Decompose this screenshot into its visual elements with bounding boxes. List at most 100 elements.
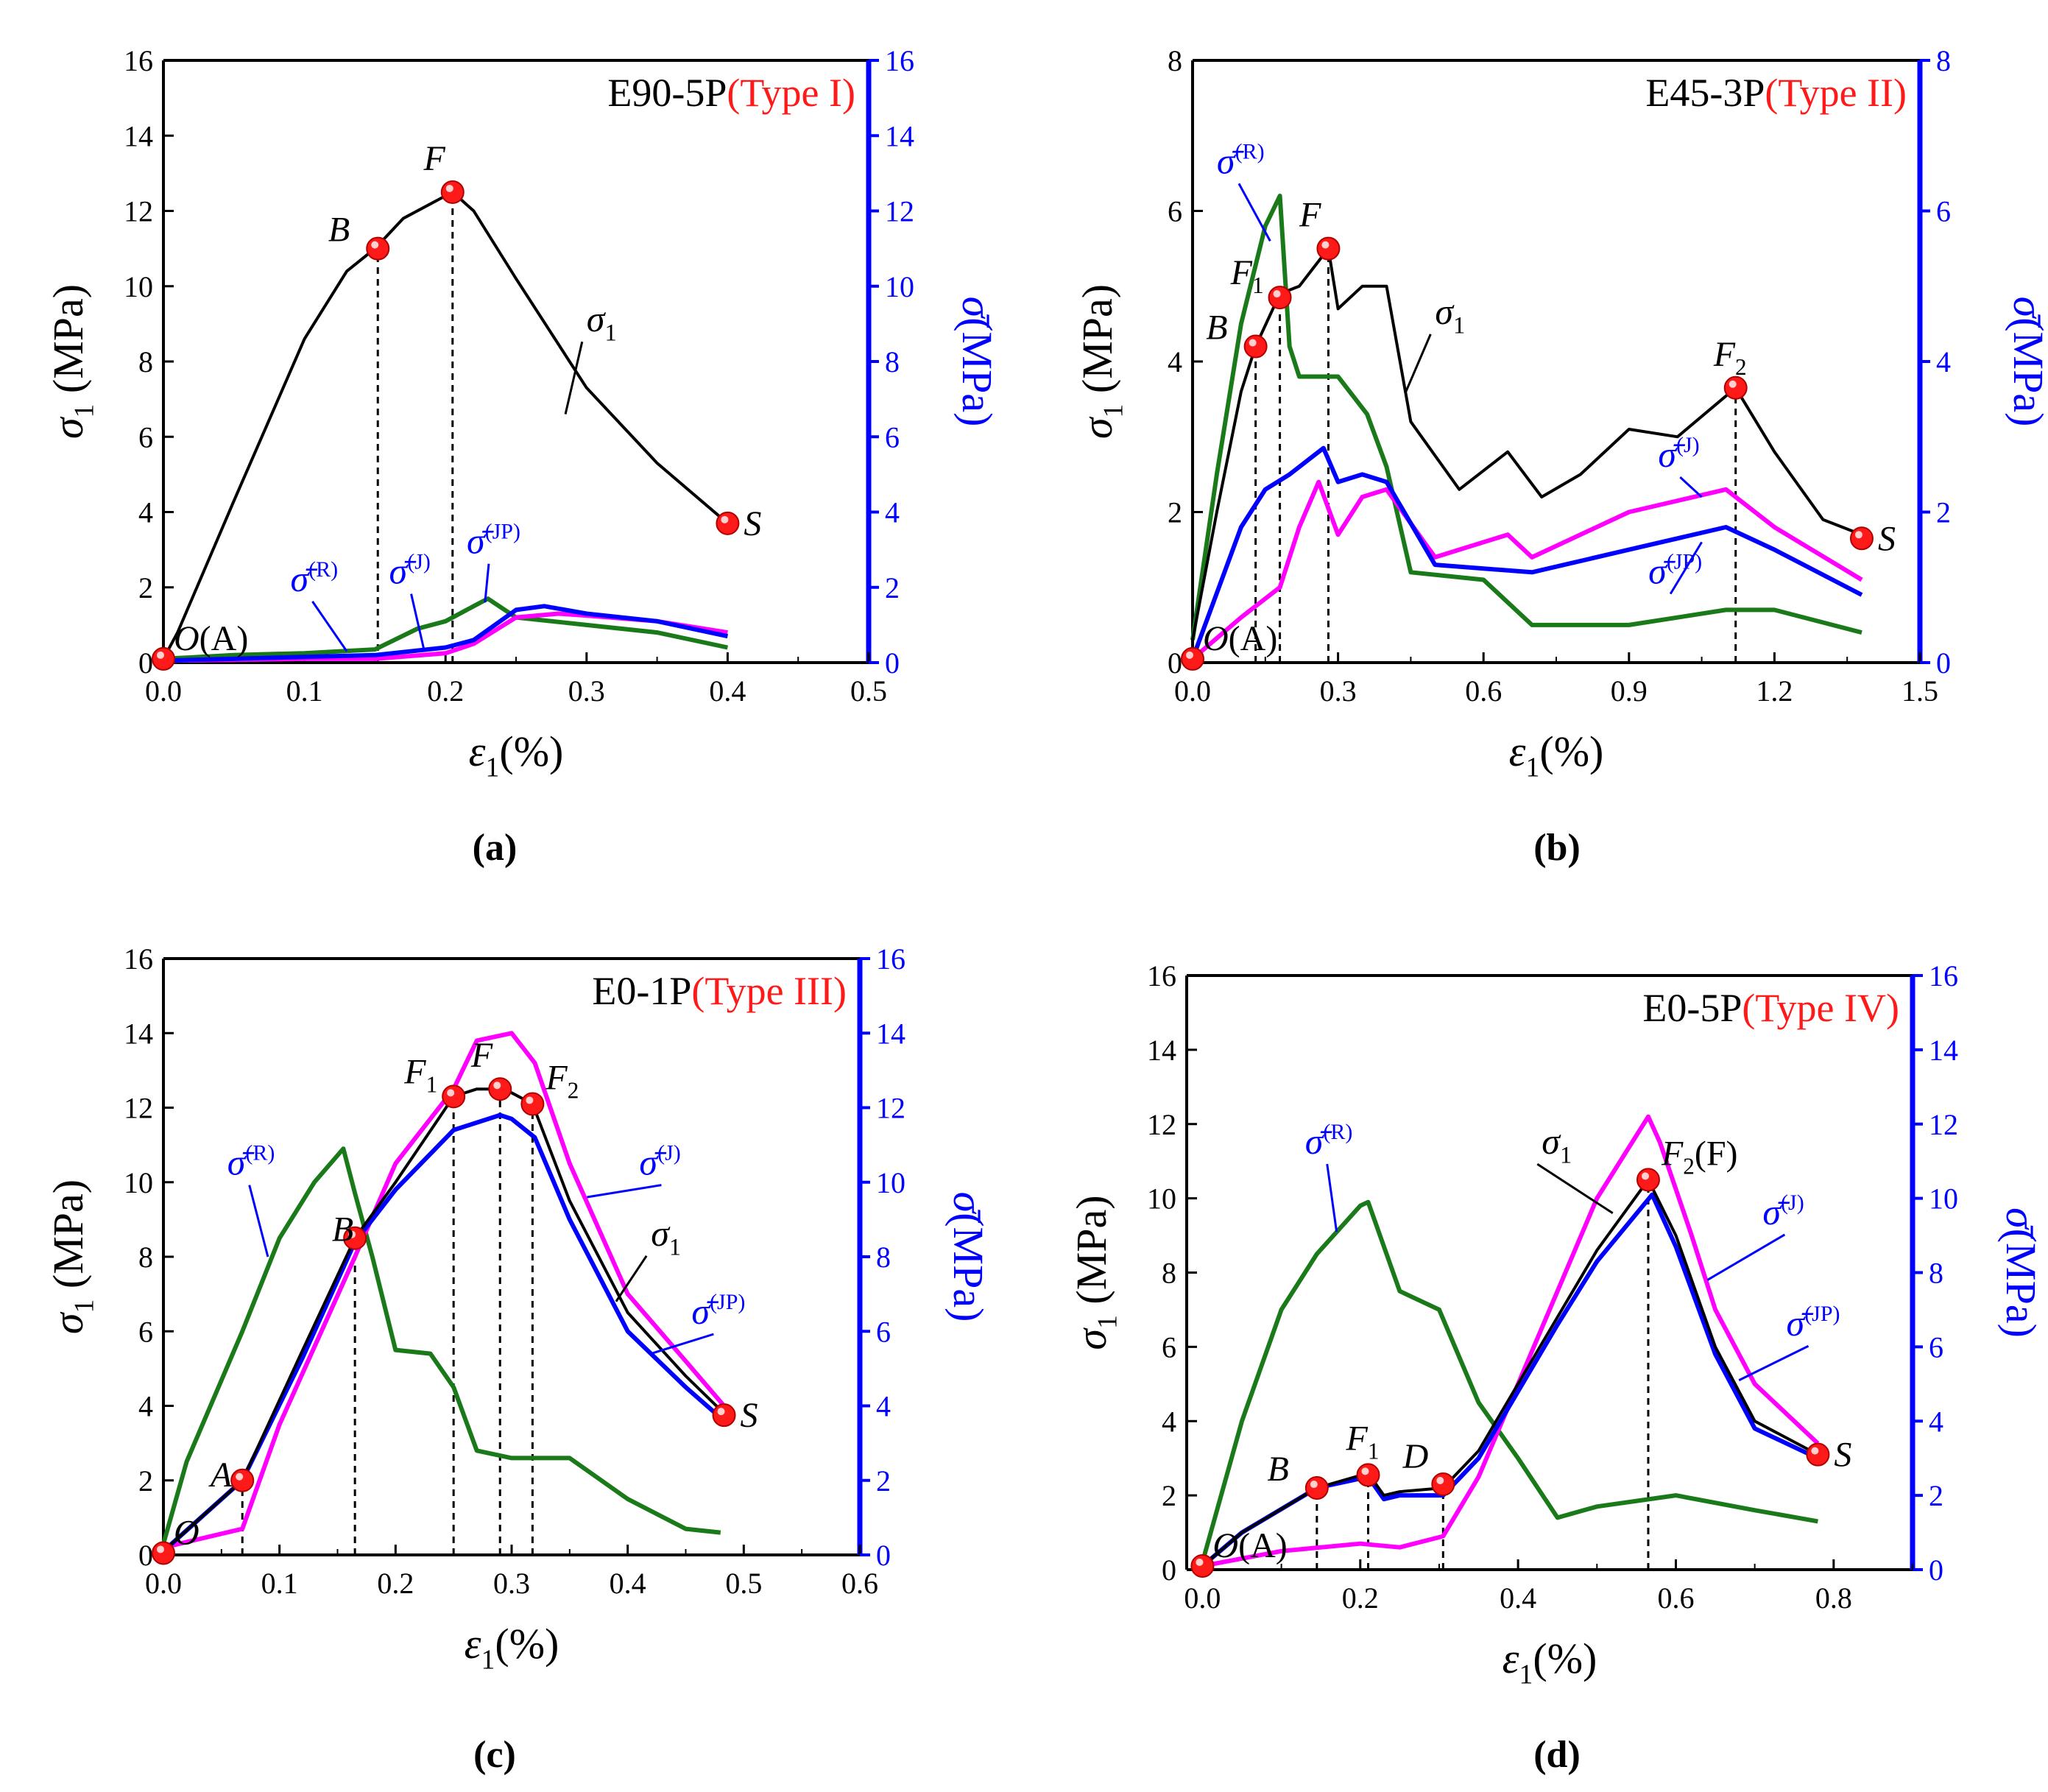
- point-label: O(A): [1203, 619, 1277, 658]
- point-label: F: [1299, 196, 1321, 235]
- point-highlight: [721, 515, 729, 523]
- y-tick-label-right: 6: [1929, 1330, 1943, 1364]
- y-tick-label-left: 4: [1168, 345, 1182, 378]
- point-highlight: [493, 1082, 501, 1090]
- y-tick-label-right: 16: [876, 942, 905, 976]
- point-label: F1: [403, 1052, 437, 1097]
- panel-title-main: E45-3P: [1645, 71, 1765, 115]
- point-marker: [1431, 1472, 1455, 1496]
- y-tick-label-right: 14: [876, 1017, 905, 1050]
- series-line-J: [1191, 479, 1863, 661]
- point-highlight: [1361, 1467, 1369, 1475]
- annotation-leader: [1669, 541, 1703, 595]
- point-label: F2: [545, 1058, 579, 1103]
- y-tick-label-right: 8: [1936, 44, 1951, 77]
- series-annotation: σ̄(J): [1762, 1190, 1804, 1232]
- point-marker: [230, 1468, 255, 1492]
- y-tick-label-right: 16: [885, 44, 914, 77]
- y-tick-label-left: 14: [124, 1017, 153, 1050]
- y-tick-label-left: 6: [1168, 195, 1182, 228]
- y-tick-label-left: 10: [1147, 1182, 1176, 1216]
- series-annotation: σ̄(JP): [467, 520, 520, 562]
- annotation-leader: [1536, 1163, 1614, 1215]
- panel-title-type: (Type IV): [1742, 986, 1899, 1030]
- annotation-leader: [1738, 1344, 1809, 1382]
- point-label: F1: [1230, 253, 1264, 298]
- y-tick-label-right: 10: [876, 1166, 905, 1199]
- panel-title-main: E90-5P: [607, 71, 727, 115]
- point-marker: [520, 1092, 545, 1116]
- annotation-leader: [1326, 1163, 1338, 1232]
- x-tick-label: 0.5: [850, 674, 887, 708]
- point-marker: [440, 180, 465, 204]
- point-highlight: [1196, 1558, 1204, 1566]
- point-label: B: [1206, 308, 1227, 348]
- x-tick-label: 0.3: [568, 674, 605, 708]
- point-label: A: [208, 1456, 233, 1495]
- y-tick-label-left: 10: [124, 270, 153, 303]
- annotation-leader: [1679, 476, 1703, 498]
- panel-caption: (a): [473, 827, 518, 869]
- y-tick-label-right: 6: [885, 420, 900, 454]
- y-tick-label-left: 8: [138, 345, 153, 378]
- y-tick-label-left: 12: [1147, 1108, 1176, 1141]
- series-line-J: [1201, 1114, 1820, 1568]
- x-tick-label: 0.5: [725, 1567, 762, 1600]
- y-axis-label-right: σ̄(MPa): [953, 297, 1001, 427]
- point-marker: [1181, 646, 1204, 671]
- y-tick-label-right: 0: [885, 646, 900, 680]
- point-marker: [1356, 1463, 1380, 1487]
- series-line-JP: [1201, 1192, 1819, 1568]
- y-tick-label-right: 2: [1929, 1479, 1943, 1512]
- point-highlight: [371, 241, 379, 249]
- y-tick-label-left: 16: [1147, 959, 1176, 992]
- x-tick-label: 0.0: [1184, 1581, 1221, 1615]
- panel-title-type: (Type I): [727, 71, 855, 115]
- y-tick-label-right: 0: [876, 1539, 891, 1572]
- y-tick-label-right: 12: [876, 1092, 905, 1125]
- point-marker: [366, 236, 390, 261]
- series-annotation: σ̄(JP): [1787, 1302, 1840, 1344]
- point-marker: [1268, 286, 1292, 310]
- y-tick-label-left: 8: [1168, 44, 1182, 77]
- point-label: O(A): [174, 619, 248, 658]
- x-tick-label: 0.0: [145, 1567, 182, 1600]
- y-tick-label-right: 4: [1936, 345, 1951, 378]
- series-line-R: [1200, 1199, 1818, 1563]
- y-tick-label-left: 12: [124, 195, 153, 228]
- point-highlight: [236, 1472, 244, 1481]
- point-label: F: [470, 1036, 493, 1075]
- point-highlight: [1273, 290, 1281, 298]
- point-label: S: [741, 1396, 758, 1435]
- y-tick-label-right: 6: [1936, 195, 1951, 228]
- y-tick-label-left: 6: [1162, 1330, 1176, 1364]
- y-axis-label-left: σ1 (MPa): [44, 1179, 100, 1334]
- annotation-leader: [410, 593, 426, 652]
- point-label: D: [1402, 1437, 1429, 1476]
- y-tick-label-left: 16: [124, 942, 153, 976]
- series-annotation: σ1: [587, 298, 617, 347]
- y-tick-label-left: 2: [138, 1464, 153, 1498]
- point-marker: [1190, 1553, 1215, 1578]
- point-highlight: [717, 1408, 725, 1416]
- point-highlight: [1321, 241, 1330, 249]
- x-tick-label: 0.0: [1174, 674, 1211, 708]
- y-tick-label-right: 12: [1929, 1108, 1958, 1141]
- panel-title: E0-1P(Type III): [592, 969, 847, 1013]
- panel-caption: (c): [473, 1734, 516, 1776]
- y-tick-label-right: 14: [885, 119, 914, 152]
- series-annotation: σ1: [651, 1213, 681, 1261]
- point-marker: [488, 1077, 512, 1101]
- series-annotation: σ̄(J): [1658, 433, 1699, 475]
- y-tick-label-left: 0: [1168, 646, 1182, 680]
- point-marker: [1243, 334, 1268, 359]
- x-tick-label: 0.4: [709, 674, 746, 708]
- y-tick-label-left: 4: [138, 496, 153, 529]
- point-label: F2: [1713, 335, 1747, 380]
- point-highlight: [1729, 380, 1737, 388]
- y-tick-label-right: 2: [1936, 496, 1951, 529]
- y-tick-label-right: 12: [885, 195, 914, 228]
- point-marker: [712, 1403, 736, 1428]
- annotation-leader: [311, 601, 348, 652]
